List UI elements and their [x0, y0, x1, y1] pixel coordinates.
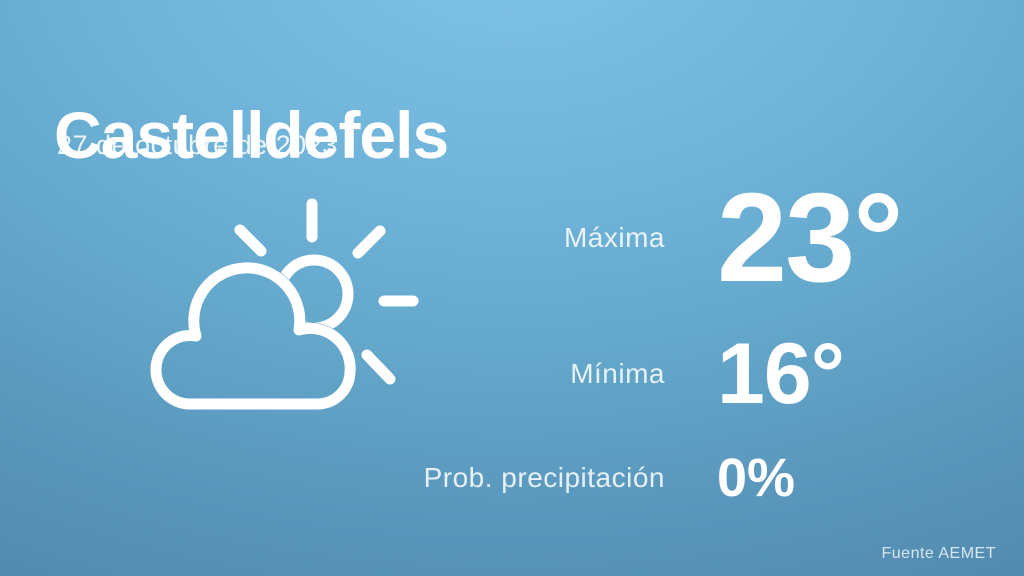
- source-attribution: Fuente AEMET: [881, 545, 996, 562]
- sun-behind-cloud-icon: [140, 190, 440, 450]
- precipitation-value: 0%: [717, 448, 796, 508]
- page-title: Castelldefels: [54, 98, 449, 173]
- max-temperature-label: Máxima: [563, 222, 665, 253]
- min-temperature-row: Mínima 16°: [380, 308, 845, 440]
- forecast-date: 27 de octubre de 2023: [57, 130, 338, 160]
- min-temperature-value: 16°: [717, 326, 845, 422]
- max-temperature-value: 23°: [717, 167, 904, 308]
- min-temperature-label: Mínima: [570, 358, 665, 389]
- precipitation-label: Prob. precipitación: [423, 462, 665, 493]
- precipitation-row: Prob. precipitación 0%: [380, 432, 795, 524]
- max-temperature-row: Máxima 23°: [380, 167, 904, 308]
